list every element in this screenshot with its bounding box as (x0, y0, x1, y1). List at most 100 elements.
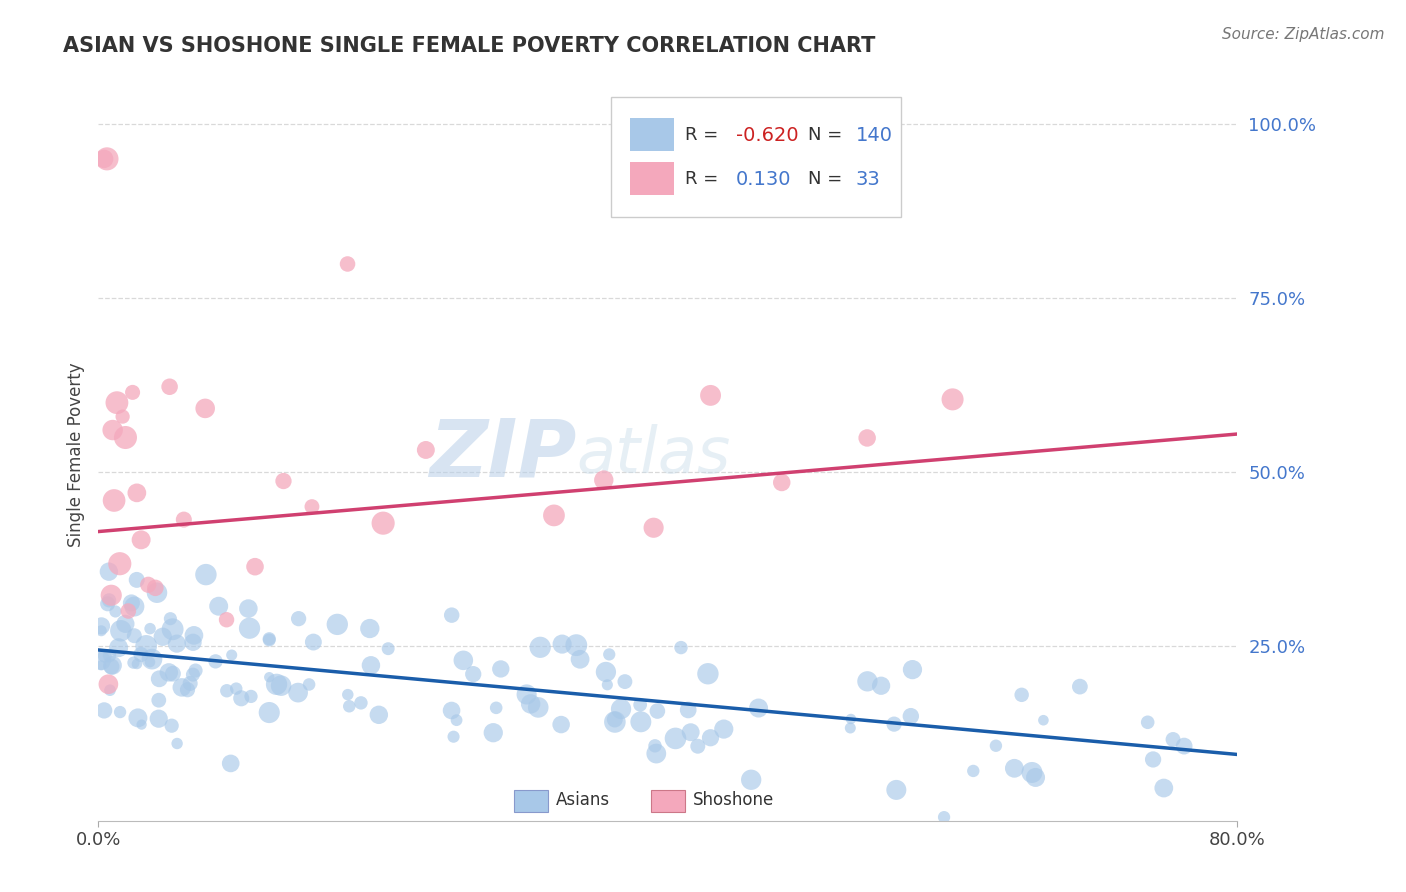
Point (550, 717, 572, 731)
Point (326, 617, 349, 632)
Point (516, 688, 538, 702)
Point (98, 683, 121, 698)
Point (148, 672, 170, 686)
Point (103, 493, 125, 508)
Point (121, 385, 143, 400)
Point (225, 681, 247, 696)
Point (630, 714, 652, 729)
Point (942, 392, 965, 407)
Point (90, 624, 112, 638)
Point (90, 654, 112, 668)
Point (259, 670, 281, 684)
Text: -0.620: -0.620 (737, 126, 799, 145)
Point (108, 705, 131, 719)
Point (160, 719, 183, 733)
Point (129, 648, 152, 662)
Point (208, 599, 231, 614)
Point (104, 604, 127, 618)
Text: R =: R = (685, 127, 718, 145)
Point (596, 678, 619, 692)
Point (111, 409, 134, 424)
Point (748, 701, 770, 715)
Point (453, 653, 475, 667)
Point (901, 663, 924, 677)
Point (592, 473, 614, 487)
Point (97, 565, 120, 579)
Point (114, 616, 136, 631)
Point (603, 714, 626, 729)
Text: Source: ZipAtlas.com: Source: ZipAtlas.com (1222, 27, 1385, 42)
Point (1153, 780, 1175, 795)
Point (124, 599, 146, 614)
Point (273, 474, 295, 488)
Point (360, 658, 382, 673)
Point (482, 725, 505, 739)
Point (94, 648, 117, 663)
Point (443, 730, 465, 744)
Point (215, 683, 238, 698)
Point (463, 667, 485, 681)
Point (93, 703, 115, 717)
Point (100, 659, 122, 673)
FancyBboxPatch shape (515, 790, 548, 812)
Point (645, 747, 668, 761)
Point (440, 608, 463, 623)
Point (415, 442, 437, 457)
Point (100, 588, 122, 602)
Point (336, 257, 359, 271)
Point (129, 533, 152, 547)
FancyBboxPatch shape (630, 119, 673, 152)
Point (162, 666, 184, 681)
Point (900, 709, 922, 723)
Point (856, 431, 879, 445)
Point (110, 624, 132, 638)
Point (131, 717, 153, 731)
Point (194, 401, 217, 416)
Point (669, 640, 692, 655)
Point (108, 557, 131, 571)
Text: N =: N = (808, 127, 842, 145)
Point (686, 739, 709, 754)
Point (240, 690, 263, 704)
Point (139, 622, 162, 636)
Point (181, 667, 204, 681)
Point (266, 677, 288, 691)
Point (194, 567, 217, 582)
Point (141, 652, 163, 666)
Point (883, 717, 905, 731)
Point (259, 632, 281, 647)
Point (984, 739, 1007, 753)
Point (219, 756, 242, 771)
Point (243, 559, 266, 574)
Point (259, 706, 281, 720)
Point (519, 697, 541, 711)
Point (839, 712, 862, 726)
Point (287, 612, 309, 626)
Point (179, 676, 201, 690)
Point (350, 696, 373, 710)
Point (146, 585, 169, 599)
Point (107, 640, 129, 655)
Point (114, 430, 136, 444)
Point (238, 621, 260, 635)
Point (676, 703, 699, 717)
Point (1136, 715, 1159, 730)
Point (302, 635, 325, 649)
Point (120, 596, 142, 610)
Point (125, 573, 148, 587)
Point (527, 700, 550, 714)
Point (287, 685, 309, 699)
Text: atlas: atlas (576, 424, 731, 486)
Point (159, 380, 181, 394)
Point (135, 639, 157, 653)
Point (162, 622, 184, 636)
Point (1173, 739, 1195, 753)
Point (359, 622, 381, 636)
Point (337, 699, 360, 714)
Point (183, 628, 205, 642)
Point (152, 630, 174, 644)
Point (125, 657, 148, 671)
Point (543, 508, 565, 523)
Point (139, 655, 162, 669)
Point (373, 516, 395, 531)
